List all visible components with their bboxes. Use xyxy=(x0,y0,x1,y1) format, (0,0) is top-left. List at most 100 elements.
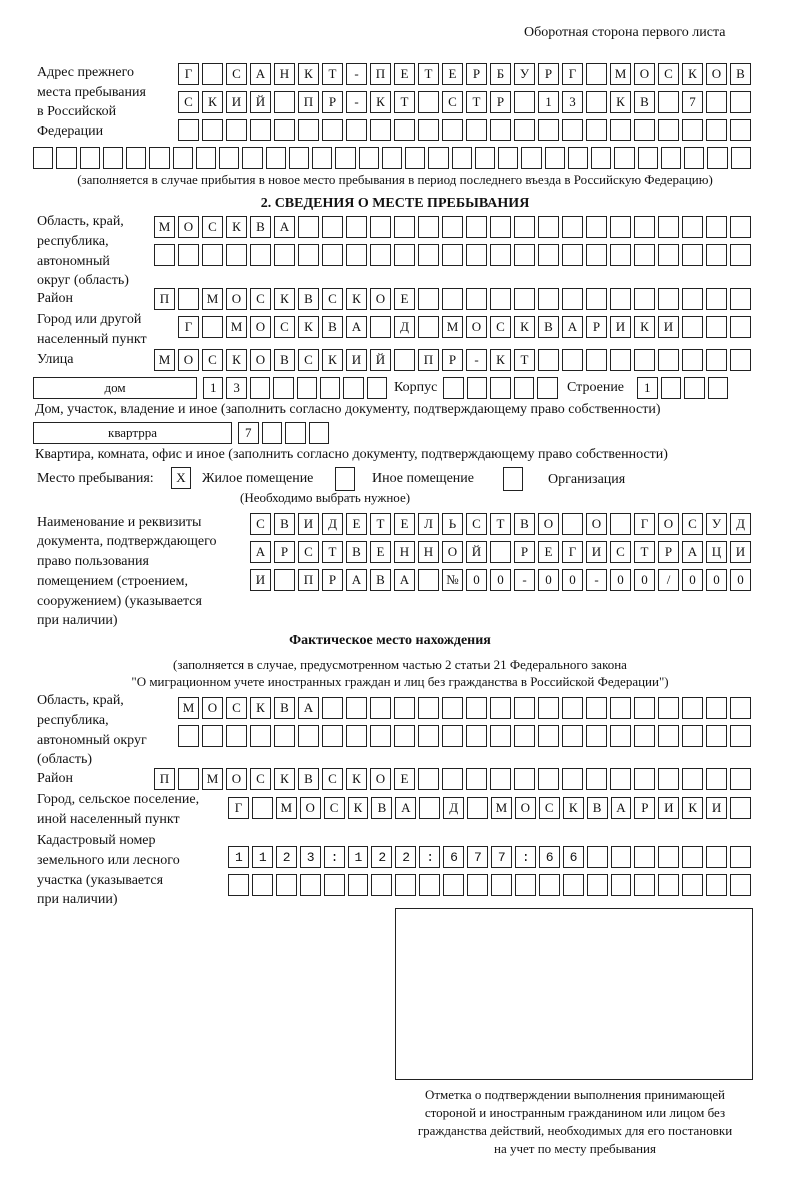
char-cell[interactable]: - xyxy=(466,349,487,371)
char-cell[interactable]: К xyxy=(347,797,369,819)
char-cell[interactable] xyxy=(706,91,727,113)
char-cell[interactable] xyxy=(467,846,488,868)
char-cell[interactable] xyxy=(466,697,487,719)
char-cell[interactable] xyxy=(323,874,345,896)
char-cell[interactable] xyxy=(178,768,199,790)
char-cell[interactable] xyxy=(370,244,391,266)
char-cell[interactable]: А xyxy=(250,541,271,563)
char-cell[interactable] xyxy=(442,244,463,266)
char-cell[interactable] xyxy=(178,288,199,310)
char-cell[interactable] xyxy=(202,119,223,141)
char-cell[interactable] xyxy=(443,874,465,896)
char-cell[interactable] xyxy=(707,147,728,169)
char-cell[interactable]: Ь xyxy=(442,513,463,535)
char-cell[interactable]: П xyxy=(298,91,319,113)
char-cell[interactable] xyxy=(442,697,463,719)
char-cell[interactable]: С xyxy=(274,316,295,338)
char-cell[interactable] xyxy=(226,244,247,266)
char-cell[interactable]: Р xyxy=(466,63,487,85)
char-cell[interactable] xyxy=(610,725,631,747)
checkbox-residential[interactable]: X xyxy=(171,467,191,489)
char-cell[interactable] xyxy=(634,288,655,310)
char-cell[interactable] xyxy=(610,349,631,371)
char-cell[interactable]: К xyxy=(298,316,319,338)
char-cell[interactable] xyxy=(707,377,728,399)
char-cell[interactable]: А xyxy=(250,63,271,85)
char-cell[interactable] xyxy=(490,725,511,747)
char-cell[interactable] xyxy=(419,874,441,896)
char-cell[interactable]: К xyxy=(346,768,367,790)
char-cell[interactable] xyxy=(490,119,511,141)
char-cell[interactable]: В xyxy=(274,513,295,535)
char-cell[interactable]: Т xyxy=(490,513,511,535)
char-cell[interactable]: А xyxy=(610,797,632,819)
char-cell[interactable] xyxy=(274,569,295,591)
char-cell[interactable]: С xyxy=(490,316,511,338)
char-cell[interactable] xyxy=(298,216,319,238)
char-cell[interactable] xyxy=(660,377,681,399)
char-cell[interactable] xyxy=(514,119,535,141)
char-cell[interactable] xyxy=(358,147,379,169)
char-cell[interactable] xyxy=(634,216,655,238)
char-cell[interactable] xyxy=(730,725,751,747)
char-cell[interactable]: О xyxy=(226,768,247,790)
char-cell[interactable]: М xyxy=(154,216,175,238)
char-cell[interactable] xyxy=(658,846,680,868)
char-cell[interactable] xyxy=(682,846,704,868)
char-cell[interactable] xyxy=(395,846,417,868)
char-cell[interactable] xyxy=(490,377,511,399)
char-cell[interactable] xyxy=(347,874,369,896)
char-cell[interactable] xyxy=(274,119,295,141)
char-cell[interactable]: О xyxy=(226,288,247,310)
char-cell[interactable]: И xyxy=(586,541,607,563)
char-cell[interactable] xyxy=(514,768,535,790)
char-cell[interactable] xyxy=(273,377,294,399)
char-cell[interactable] xyxy=(466,377,488,399)
char-cell[interactable]: О xyxy=(514,797,536,819)
char-cell[interactable]: 0 xyxy=(466,569,487,591)
char-cell[interactable]: Т xyxy=(418,63,439,85)
char-cell[interactable]: Е xyxy=(394,63,415,85)
char-cell[interactable] xyxy=(418,244,439,266)
char-cell[interactable] xyxy=(586,697,607,719)
char-cell[interactable]: П xyxy=(418,349,439,371)
char-cell[interactable]: В xyxy=(298,768,319,790)
char-cell[interactable]: Г xyxy=(562,63,583,85)
char-cell[interactable]: Г xyxy=(562,541,583,563)
char-cell[interactable]: О xyxy=(658,513,679,535)
char-cell[interactable]: И xyxy=(346,349,367,371)
char-cell[interactable]: О xyxy=(706,63,727,85)
char-cell[interactable] xyxy=(371,846,393,868)
char-cell[interactable]: Р xyxy=(274,541,295,563)
char-cell[interactable] xyxy=(658,725,679,747)
char-cell[interactable] xyxy=(490,216,511,238)
char-cell[interactable]: М xyxy=(275,797,297,819)
char-cell[interactable] xyxy=(610,288,631,310)
char-cell[interactable] xyxy=(562,288,583,310)
char-cell[interactable]: К xyxy=(322,349,343,371)
char-cell[interactable] xyxy=(562,725,583,747)
char-cell[interactable]: 1 xyxy=(637,377,658,399)
char-cell[interactable] xyxy=(346,697,367,719)
char-cell[interactable]: П xyxy=(370,63,391,85)
char-cell[interactable] xyxy=(562,119,583,141)
char-cell[interactable] xyxy=(442,216,463,238)
char-cell[interactable] xyxy=(102,147,124,169)
char-cell[interactable] xyxy=(658,697,679,719)
char-cell[interactable] xyxy=(466,725,487,747)
char-cell[interactable] xyxy=(610,244,631,266)
char-cell[interactable] xyxy=(610,768,631,790)
char-cell[interactable] xyxy=(202,244,223,266)
char-cell[interactable]: С xyxy=(682,513,703,535)
char-cell[interactable]: С xyxy=(466,513,487,535)
char-cell[interactable]: О xyxy=(250,349,271,371)
char-cell[interactable]: Т xyxy=(394,91,415,113)
char-cell[interactable] xyxy=(418,91,439,113)
char-cell[interactable] xyxy=(682,697,703,719)
char-cell[interactable]: К xyxy=(202,91,223,113)
